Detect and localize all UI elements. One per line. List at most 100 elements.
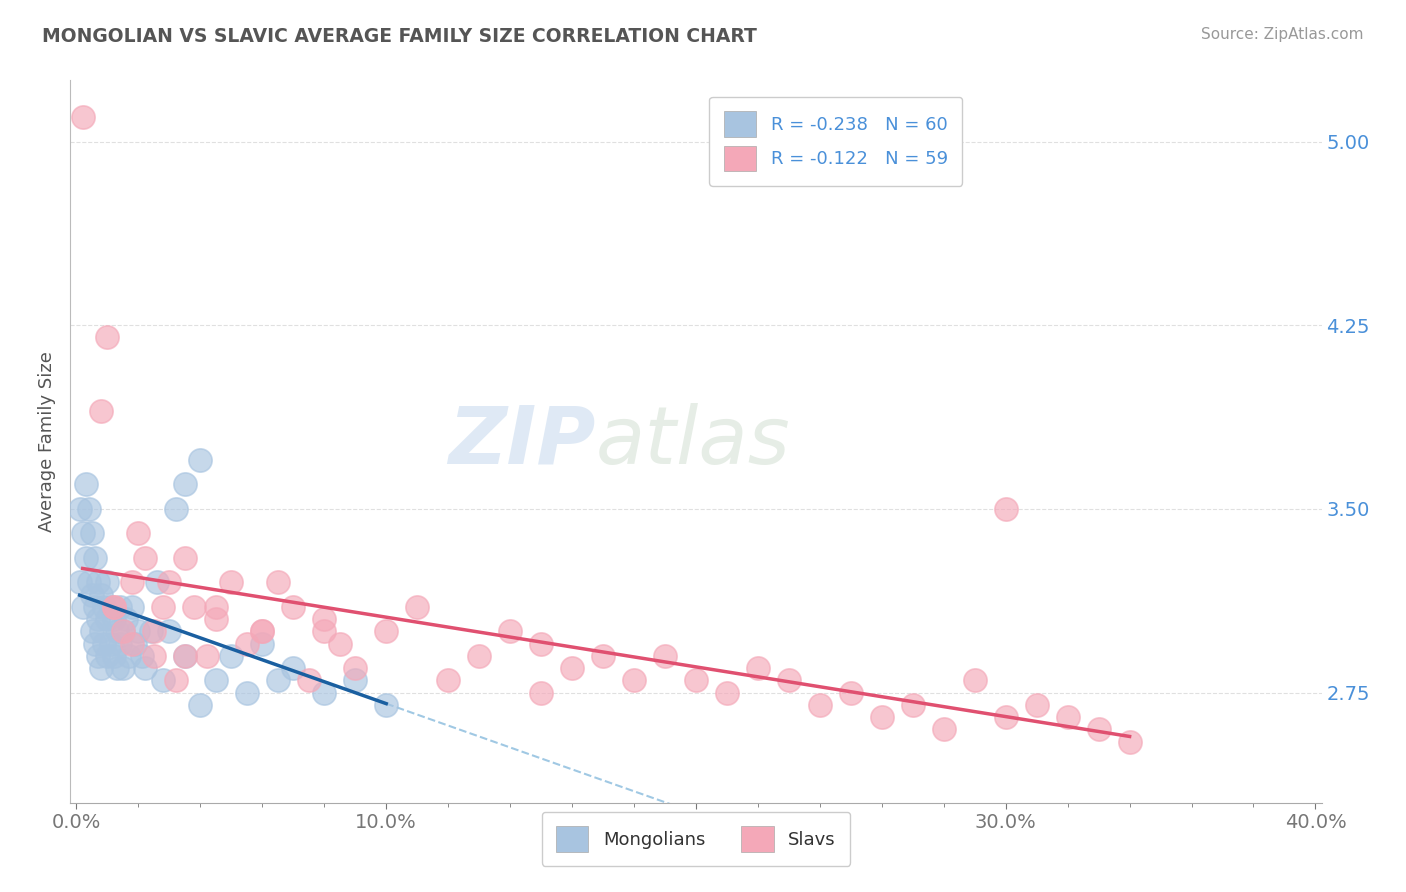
Point bbox=[205, 673, 228, 688]
Point bbox=[100, 637, 122, 651]
Point bbox=[592, 648, 614, 663]
Point bbox=[118, 648, 141, 663]
Point bbox=[75, 550, 97, 565]
Point bbox=[80, 526, 103, 541]
Point bbox=[87, 612, 110, 626]
Text: ZIP: ZIP bbox=[449, 402, 596, 481]
Point bbox=[654, 648, 676, 663]
Point bbox=[103, 599, 125, 614]
Point bbox=[994, 710, 1017, 724]
Point bbox=[87, 648, 110, 663]
Point bbox=[195, 648, 218, 663]
Point bbox=[90, 404, 112, 418]
Point bbox=[174, 550, 197, 565]
Point bbox=[121, 575, 143, 590]
Point bbox=[236, 685, 259, 699]
Point bbox=[105, 661, 128, 675]
Point bbox=[375, 624, 398, 639]
Point bbox=[221, 648, 243, 663]
Point bbox=[932, 723, 955, 737]
Point bbox=[93, 637, 115, 651]
Point bbox=[72, 526, 94, 541]
Text: MONGOLIAN VS SLAVIC AVERAGE FAMILY SIZE CORRELATION CHART: MONGOLIAN VS SLAVIC AVERAGE FAMILY SIZE … bbox=[42, 27, 756, 45]
Point bbox=[530, 637, 553, 651]
Point bbox=[205, 612, 228, 626]
Point bbox=[1087, 723, 1109, 737]
Point bbox=[174, 648, 197, 663]
Point bbox=[103, 648, 125, 663]
Point bbox=[468, 648, 491, 663]
Point bbox=[236, 637, 259, 651]
Point bbox=[994, 502, 1017, 516]
Point bbox=[111, 624, 134, 639]
Point bbox=[314, 624, 336, 639]
Point bbox=[80, 624, 103, 639]
Point bbox=[267, 673, 290, 688]
Point bbox=[685, 673, 707, 688]
Point bbox=[115, 612, 138, 626]
Point bbox=[406, 599, 429, 614]
Point bbox=[283, 599, 305, 614]
Point bbox=[329, 637, 352, 651]
Point bbox=[283, 661, 305, 675]
Point bbox=[87, 575, 110, 590]
Point bbox=[747, 661, 769, 675]
Point bbox=[183, 599, 205, 614]
Point bbox=[142, 648, 165, 663]
Point bbox=[205, 599, 228, 614]
Point bbox=[1056, 710, 1078, 724]
Point bbox=[174, 477, 197, 491]
Point bbox=[139, 624, 162, 639]
Point bbox=[121, 599, 143, 614]
Point bbox=[221, 575, 243, 590]
Point bbox=[124, 637, 146, 651]
Point bbox=[963, 673, 986, 688]
Point bbox=[344, 661, 367, 675]
Point bbox=[1025, 698, 1047, 712]
Point bbox=[252, 624, 274, 639]
Point bbox=[839, 685, 862, 699]
Point bbox=[134, 550, 156, 565]
Point bbox=[152, 599, 174, 614]
Point bbox=[69, 502, 91, 516]
Point bbox=[80, 588, 103, 602]
Point bbox=[108, 637, 131, 651]
Point bbox=[530, 685, 553, 699]
Point bbox=[96, 330, 118, 344]
Point bbox=[298, 673, 321, 688]
Point bbox=[1118, 734, 1140, 748]
Point bbox=[103, 612, 125, 626]
Point bbox=[100, 599, 122, 614]
Point bbox=[190, 453, 212, 467]
Point bbox=[190, 698, 212, 712]
Point bbox=[146, 575, 169, 590]
Point bbox=[111, 661, 134, 675]
Point bbox=[142, 624, 165, 639]
Point bbox=[808, 698, 831, 712]
Y-axis label: Average Family Size: Average Family Size bbox=[38, 351, 56, 532]
Point bbox=[77, 502, 100, 516]
Point bbox=[157, 624, 180, 639]
Legend: Mongolians, Slavs: Mongolians, Slavs bbox=[541, 812, 851, 866]
Point bbox=[152, 673, 174, 688]
Point bbox=[157, 575, 180, 590]
Point bbox=[267, 575, 290, 590]
Point bbox=[131, 648, 153, 663]
Text: Source: ZipAtlas.com: Source: ZipAtlas.com bbox=[1201, 27, 1364, 42]
Point bbox=[90, 624, 112, 639]
Point bbox=[870, 710, 893, 724]
Point bbox=[84, 550, 107, 565]
Point bbox=[561, 661, 583, 675]
Point bbox=[96, 612, 118, 626]
Point bbox=[901, 698, 924, 712]
Point bbox=[105, 624, 128, 639]
Point bbox=[69, 575, 91, 590]
Point bbox=[84, 637, 107, 651]
Point bbox=[72, 599, 94, 614]
Point bbox=[165, 502, 187, 516]
Point bbox=[716, 685, 738, 699]
Point bbox=[75, 477, 97, 491]
Point bbox=[84, 599, 107, 614]
Point bbox=[778, 673, 800, 688]
Point bbox=[108, 599, 131, 614]
